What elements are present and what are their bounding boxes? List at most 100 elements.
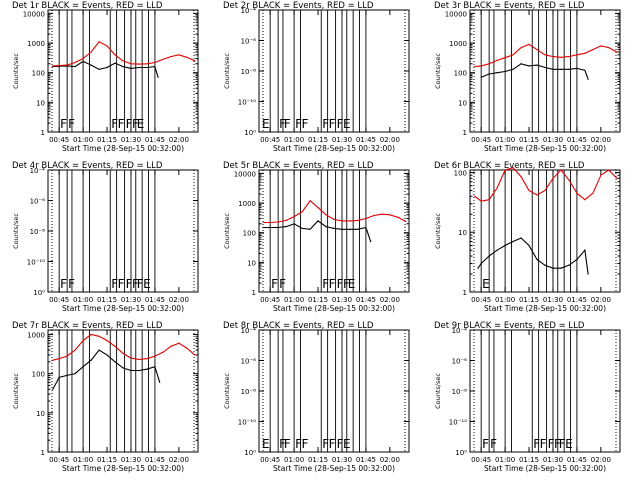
flag-marker: F [118, 277, 125, 291]
y-tick-label: 10⁻¹⁰ [449, 419, 467, 427]
flag-marker: F [279, 277, 286, 291]
events-point [82, 366, 84, 368]
lld-point [325, 214, 327, 216]
flag-marker: F [132, 277, 139, 291]
lld-point [162, 351, 164, 353]
flag-marker: E [262, 117, 270, 131]
y-axis-label: Counts/sec [434, 53, 442, 89]
events-point [568, 264, 570, 266]
x-tick-label: 01:45 [145, 296, 165, 304]
x-tick-label: 02:00 [380, 136, 400, 144]
lld-point [616, 177, 618, 179]
lld-point [90, 333, 92, 336]
x-tick-label: 01:15 [97, 296, 117, 304]
lld-point [544, 189, 546, 192]
flag-marker: F [295, 117, 302, 131]
chart-title: Det 3r BLACK = Events, RED = LLD [434, 1, 585, 11]
lld-point [496, 59, 498, 61]
x-tick-label: 01:30 [543, 136, 563, 144]
lld-point [560, 56, 562, 58]
x-tick-label: 01:30 [543, 456, 563, 464]
x-tick-label: 01:15 [519, 296, 539, 304]
events-point [317, 220, 319, 222]
lld-point [480, 200, 482, 202]
plot-frame [47, 329, 199, 453]
flag-marker: F [322, 117, 329, 131]
lld-point [186, 56, 188, 58]
events-point [568, 68, 570, 70]
lld-point [269, 221, 271, 224]
plot-frame [47, 9, 199, 133]
events-point [480, 262, 482, 265]
flag-marker: E [343, 437, 351, 451]
x-tick-label: 01:15 [97, 136, 117, 144]
x-axis-label: Start Time (28-Sep-15 00:32:00) [62, 464, 184, 473]
x-tick-label: 01:30 [121, 136, 141, 144]
lld-point [277, 221, 279, 223]
x-axis-label: Start Time (28-Sep-15 00:32:00) [62, 304, 184, 313]
events-point [552, 68, 554, 70]
chart-panel-7: Det 7r BLACK = Events, RED = LLD 1 10 100 10… [12, 321, 199, 473]
x-tick-label: 01:00 [495, 136, 515, 144]
lld-point [82, 57, 84, 60]
x-axis-label: Start Time (28-Sep-15 00:32:00) [62, 144, 184, 153]
y-tick-label: 10⁰ [455, 449, 467, 457]
events-point [146, 66, 148, 69]
events-point [122, 367, 124, 369]
x-tick-label: 00:45 [260, 456, 280, 464]
y-tick-label: 10000 [234, 170, 256, 178]
y-tick-label: 1 [463, 129, 467, 137]
events-point [293, 223, 295, 225]
y-axis-label: Counts/sec [434, 213, 442, 249]
y-tick-label: 10 [247, 259, 256, 267]
lld-point [488, 63, 490, 65]
events-point [560, 267, 562, 269]
lld-point [263, 221, 265, 224]
lld-point [58, 64, 60, 67]
events-point [157, 76, 159, 78]
chart-title: Det 7r BLACK = Events, RED = LLD [12, 321, 163, 331]
lld-point [122, 60, 124, 62]
plot-frame [469, 329, 621, 453]
events-series-line [480, 63, 589, 80]
flag-marker: E [262, 437, 270, 451]
y-tick-label: 10⁻⁶ [241, 358, 257, 366]
events-point [309, 228, 311, 230]
events-point [512, 68, 514, 70]
flag-marker: F [337, 437, 344, 451]
x-tick-label: 00:45 [471, 456, 491, 464]
events-point [496, 72, 498, 74]
y-axis-label: Counts/sec [12, 53, 20, 89]
flag-marker: F [482, 437, 489, 451]
lld-point [512, 167, 514, 169]
flag-marker: F [118, 117, 125, 131]
events-point [130, 369, 132, 372]
lld-point [504, 169, 506, 171]
events-point [263, 226, 265, 229]
y-tick-label: 10000 [23, 10, 45, 18]
flag-marker: F [279, 437, 286, 451]
lld-point [389, 214, 391, 216]
lld-point [114, 54, 116, 56]
lld-point [170, 55, 172, 58]
flag-marker: F [284, 117, 291, 131]
events-point [130, 67, 132, 69]
flag-marker: F [329, 437, 336, 451]
events-point [528, 244, 530, 247]
flag-marker: E [343, 117, 351, 131]
lld-point [341, 220, 343, 222]
events-point [528, 65, 530, 67]
y-tick-label: 1 [41, 449, 45, 457]
y-tick-label: 10⁻⁸ [30, 228, 46, 236]
lld-point [146, 63, 148, 65]
lld-point [520, 176, 522, 178]
lld-point [584, 52, 586, 54]
y-tick-label: 10⁻⁶ [241, 38, 257, 46]
lld-point [301, 211, 303, 213]
y-tick-label: 100 [243, 230, 256, 238]
y-tick-label: 10⁻⁴ [241, 7, 257, 15]
events-point [488, 73, 490, 75]
flag-marker: F [337, 117, 344, 131]
events-point [341, 228, 343, 230]
lld-point [536, 49, 538, 51]
